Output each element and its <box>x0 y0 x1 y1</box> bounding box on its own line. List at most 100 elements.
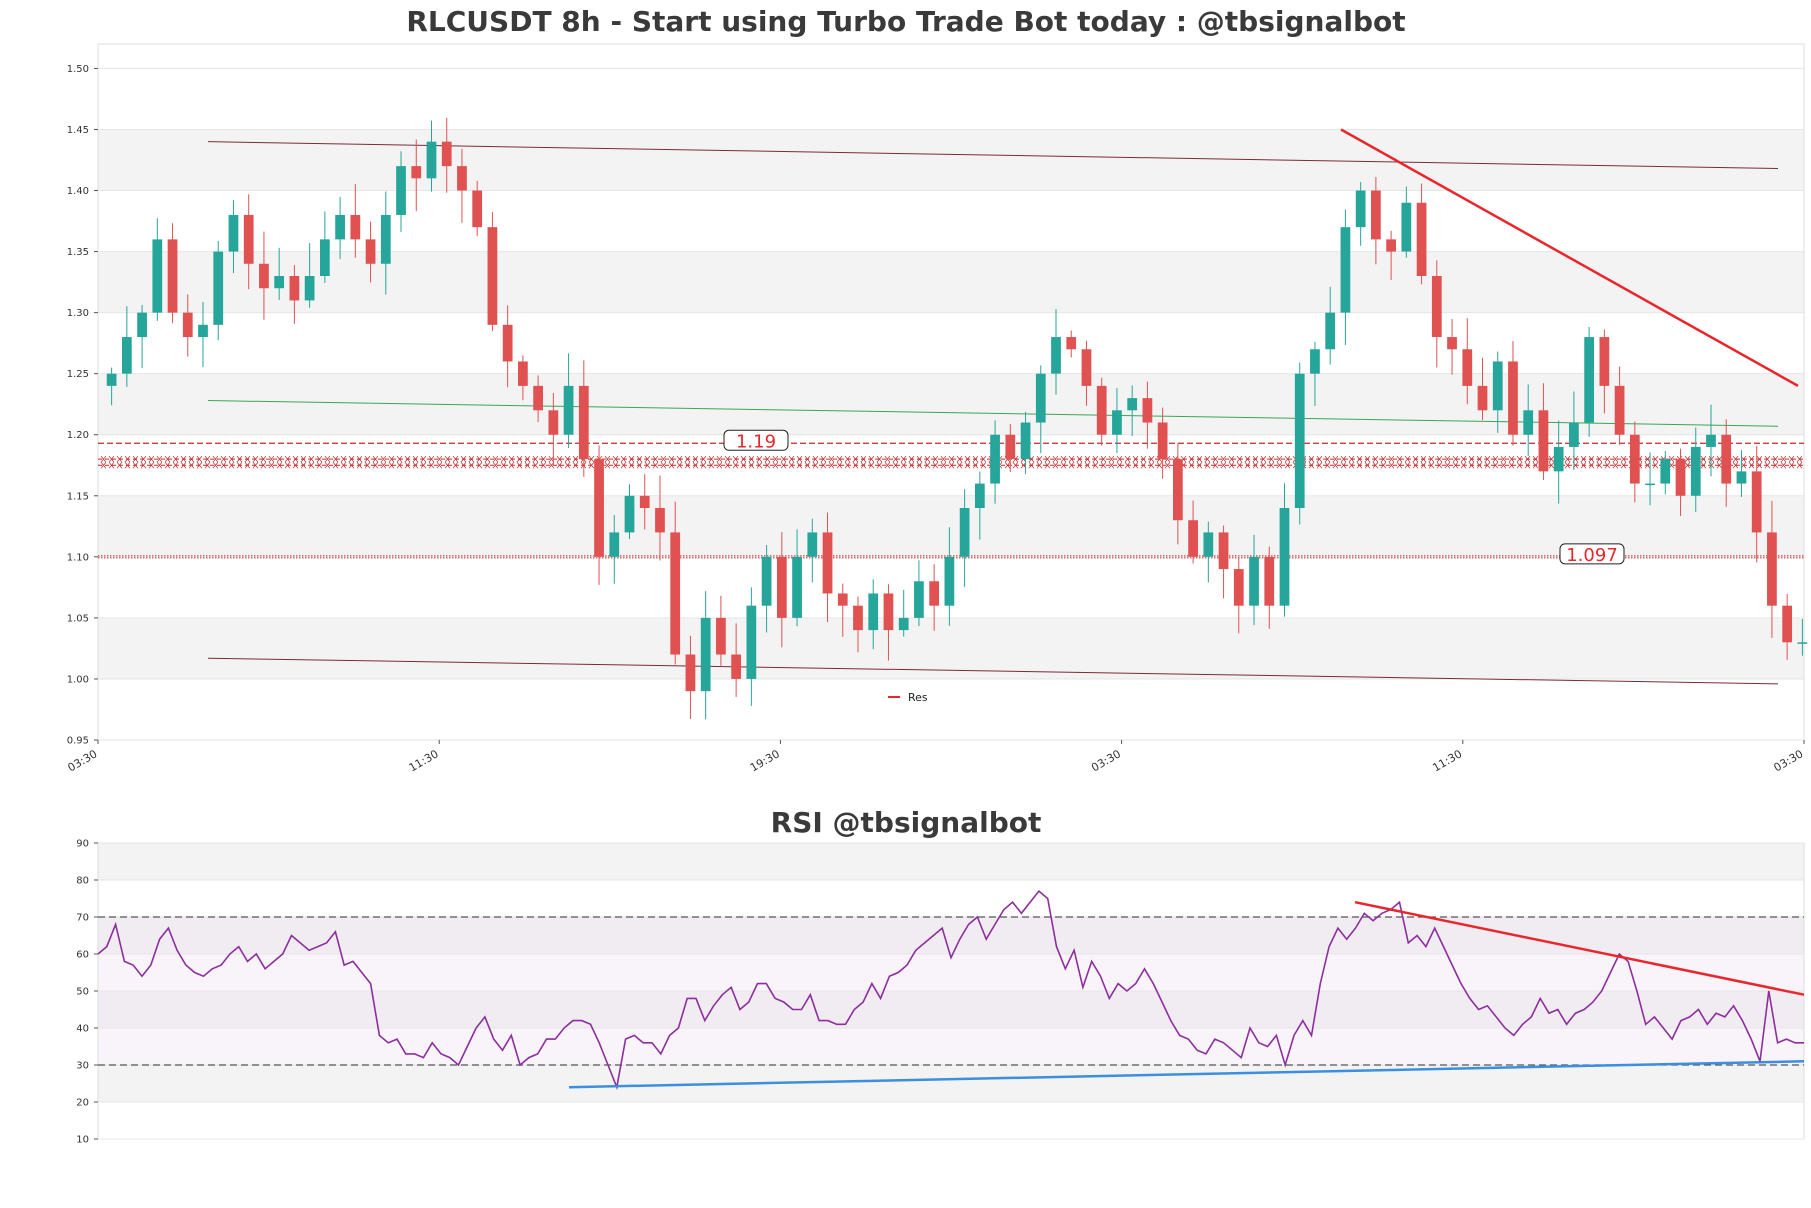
level-crosshatch <box>172 462 179 469</box>
level-crosshatch <box>572 462 579 469</box>
level-crosshatch <box>1252 462 1259 469</box>
level-crosshatch <box>972 462 979 469</box>
level-crosshatch <box>796 462 803 469</box>
level-crosshatch <box>1524 462 1531 469</box>
level-crosshatch <box>244 462 251 469</box>
candle-body <box>670 532 681 655</box>
level-crosshatch <box>1332 462 1339 469</box>
level-crosshatch <box>340 462 347 469</box>
candle-body <box>1127 398 1138 411</box>
candle-body <box>411 166 422 179</box>
level-crosshatch <box>908 462 915 469</box>
candle-body <box>1431 276 1442 338</box>
level-crosshatch <box>252 462 259 469</box>
level-crosshatch <box>716 455 723 463</box>
level-crosshatch <box>916 455 923 463</box>
candle-body <box>914 581 924 618</box>
level-crosshatch <box>1604 462 1611 469</box>
level-crosshatch <box>852 455 859 463</box>
candle-body <box>731 654 742 679</box>
level-crosshatch <box>1532 462 1539 469</box>
candle-body <box>548 410 559 435</box>
level-crosshatch <box>940 455 947 463</box>
level-crosshatch <box>1356 462 1363 469</box>
candle-body <box>716 617 726 655</box>
candle-body <box>563 385 574 435</box>
level-crosshatch <box>1052 462 1059 469</box>
candle-body <box>1310 349 1320 374</box>
level-crosshatch <box>372 462 379 469</box>
level-crosshatch <box>1140 455 1147 463</box>
level-crosshatch <box>1732 455 1739 463</box>
level-crosshatch <box>308 455 315 463</box>
level-crosshatch <box>236 462 243 469</box>
level-crosshatch <box>332 455 339 463</box>
level-crosshatch <box>292 462 299 469</box>
level-crosshatch <box>132 462 139 469</box>
level-crosshatch <box>1100 455 1107 463</box>
level-crosshatch <box>1380 455 1387 463</box>
level-crosshatch <box>780 455 787 463</box>
level-crosshatch <box>468 462 475 469</box>
candle-body <box>1569 422 1579 447</box>
level-crosshatch <box>1068 462 1075 469</box>
level-crosshatch <box>1140 462 1147 469</box>
level-crosshatch <box>1412 462 1419 469</box>
level-crosshatch <box>436 455 443 463</box>
candle-body <box>1538 410 1549 472</box>
level-crosshatch <box>1252 455 1259 463</box>
level-label-box <box>723 429 789 451</box>
level-crosshatch <box>868 462 875 469</box>
candle-body <box>822 532 833 594</box>
candle-body <box>1172 459 1183 521</box>
level-crosshatch <box>132 455 139 463</box>
level-crosshatch <box>892 462 899 469</box>
level-crosshatch <box>932 462 939 469</box>
candle-body <box>1233 569 1244 606</box>
level-crosshatch <box>100 462 107 469</box>
price-y-tick-label: 0.95 <box>67 736 89 747</box>
candle-body <box>1614 385 1625 435</box>
level-crosshatch <box>860 462 867 469</box>
level-crosshatch <box>1204 462 1211 469</box>
candle-body <box>1645 483 1655 486</box>
level-crosshatch <box>1596 455 1603 463</box>
level-crosshatch <box>828 462 835 469</box>
candle-body <box>1706 434 1716 447</box>
rsi-resistance-trendline <box>1354 900 1805 996</box>
level-crosshatch <box>1316 455 1323 463</box>
level-crosshatch <box>1460 462 1467 469</box>
rsi-line <box>97 889 1804 1091</box>
rsi-y-tick-label: 70 <box>76 913 89 924</box>
level-crosshatch <box>964 462 971 469</box>
level-crosshatch <box>212 455 219 463</box>
level-crosshatch <box>884 455 891 463</box>
level-crosshatch <box>612 462 619 469</box>
level-crosshatch <box>324 455 331 463</box>
price-y-tick-label: 1.30 <box>67 308 89 319</box>
level-crosshatch <box>204 462 211 469</box>
candle-body <box>609 532 620 557</box>
candle-body <box>1736 471 1747 484</box>
level-crosshatch <box>124 455 131 463</box>
level-crosshatch <box>1340 455 1347 463</box>
level-crosshatch <box>1780 455 1787 463</box>
level-crosshatch <box>724 455 731 463</box>
level-crosshatch <box>556 462 563 469</box>
candle-body <box>365 239 376 264</box>
level-crosshatch <box>1508 462 1515 469</box>
level-crosshatch <box>1212 455 1219 463</box>
level-crosshatch <box>540 462 547 469</box>
level-crosshatch <box>1516 462 1523 469</box>
level-crosshatch <box>100 455 107 463</box>
level-crosshatch <box>1220 462 1227 469</box>
level-crosshatch <box>332 462 339 469</box>
level-crosshatch <box>652 462 659 469</box>
level-crosshatch <box>1652 462 1659 469</box>
candle-body <box>1660 459 1671 484</box>
level-crosshatch <box>1324 462 1331 469</box>
candle-body <box>1462 349 1473 386</box>
candle-body <box>1081 349 1092 386</box>
level-crosshatch <box>1236 462 1243 469</box>
price-chart-title: RLCUSDT 8h - Start using Turbo Trade Bot… <box>406 5 1405 38</box>
